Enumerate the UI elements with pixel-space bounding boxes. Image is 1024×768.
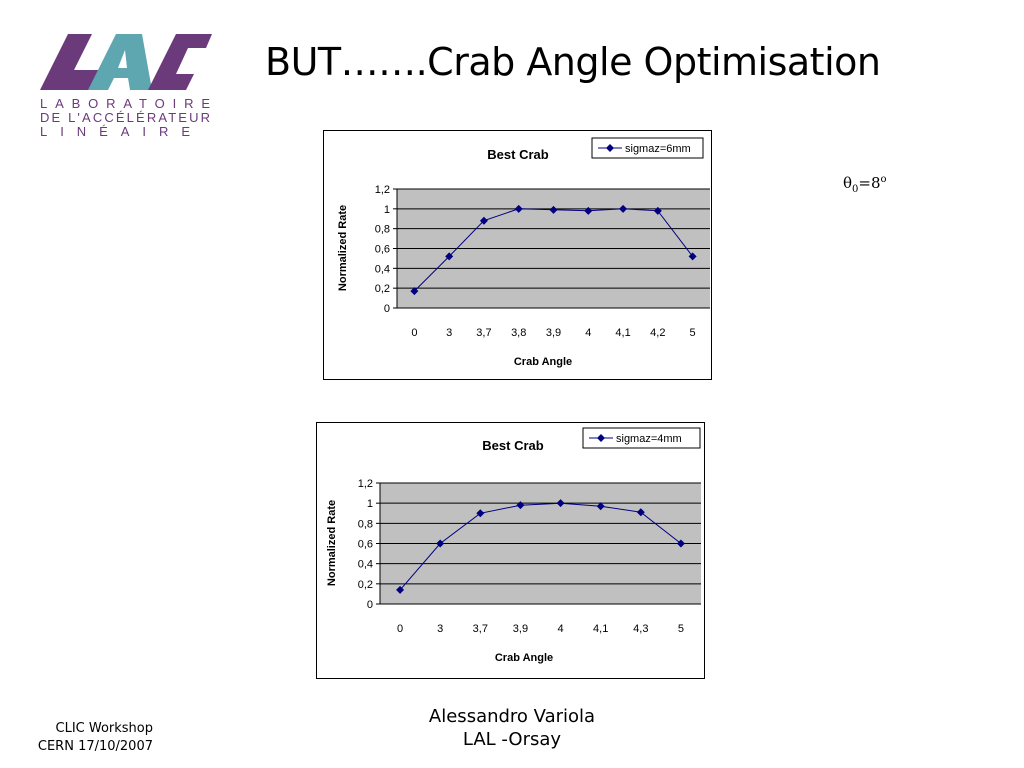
legend-box bbox=[582, 427, 701, 449]
y-tick-label: 0,6 bbox=[358, 539, 373, 551]
footer-event-date: CERN 17/10/2007 bbox=[37, 739, 153, 754]
y-tick-label: 0,2 bbox=[375, 283, 390, 295]
theta-annotation: θ0=8o bbox=[843, 174, 887, 195]
footer-author-affiliation: LAL -Orsay bbox=[462, 729, 562, 750]
x-tick-label: 4 bbox=[585, 327, 591, 339]
data-point bbox=[549, 205, 558, 214]
y-tick-label: 0 bbox=[367, 599, 373, 611]
data-point bbox=[619, 204, 628, 213]
theta-subscript: 0 bbox=[852, 184, 859, 195]
theta-value: =8 bbox=[858, 174, 881, 192]
logo-text-line1: LABORATOIRE bbox=[40, 96, 210, 111]
chart-title: Best Crab bbox=[487, 147, 548, 162]
x-tick-label: 5 bbox=[690, 327, 696, 339]
data-point bbox=[436, 539, 445, 548]
y-tick-label: 0,4 bbox=[358, 559, 373, 571]
x-tick-label: 0 bbox=[411, 327, 417, 339]
x-tick-label: 4,1 bbox=[593, 623, 608, 635]
x-tick-label: 5 bbox=[678, 623, 684, 635]
legend-label: sigmaz=4mm bbox=[616, 433, 682, 445]
y-tick-label: 0,8 bbox=[358, 518, 373, 530]
data-point bbox=[516, 501, 525, 510]
slide-title: BUT…….Crab Angle Optimisation bbox=[265, 40, 881, 84]
series-line bbox=[399, 502, 682, 591]
x-tick-label: 3,8 bbox=[511, 327, 526, 339]
y-tick-label: 0,4 bbox=[375, 263, 390, 275]
x-tick-label: 3 bbox=[437, 623, 443, 635]
chart-2-svg: Best Crab sigmaz=4mm 0 0,2 0,4 0,6 0,8 1 1,2 0 3 3,… bbox=[326, 427, 701, 664]
y-tick-label: 0,2 bbox=[358, 579, 373, 591]
data-point bbox=[514, 204, 523, 213]
y-tick-label: 1 bbox=[367, 498, 373, 510]
legend-marker bbox=[597, 434, 605, 442]
legend-box bbox=[591, 137, 704, 159]
theta-symbol: θ bbox=[843, 174, 853, 192]
legend-marker bbox=[606, 144, 614, 152]
x-tick-label: 4 bbox=[558, 623, 564, 635]
data-point bbox=[584, 206, 593, 215]
x-tick-label: 3,9 bbox=[546, 327, 561, 339]
lal-logo: LABORATOIRE DE L'ACCÉLÉRATEUR LINÉAIRE bbox=[40, 34, 212, 139]
chart-legend: sigmaz=6mm bbox=[591, 137, 704, 159]
theta-degree: o bbox=[880, 174, 887, 185]
y-tick-label: 1,2 bbox=[358, 478, 373, 490]
chart-sigmaz-6mm: Best Crab sigmaz=6mm 0 0,2 0,4 0,6 0,8 1 1,2 0 3 3,… bbox=[323, 130, 712, 380]
lal-logo-mark bbox=[40, 34, 212, 90]
y-tick-label: 0,6 bbox=[375, 244, 390, 256]
x-tick-label: 4,2 bbox=[650, 327, 665, 339]
x-axis-label: Crab Angle bbox=[514, 356, 572, 368]
data-point bbox=[653, 206, 662, 215]
logo-text-line2: DE L'ACCÉLÉRATEUR bbox=[40, 110, 210, 125]
data-point bbox=[596, 502, 605, 511]
y-axis-label: Normalized Rate bbox=[326, 500, 338, 586]
chart-sigmaz-4mm: Best Crab sigmaz=4mm 0 0,2 0,4 0,6 0,8 1 1,2 0 3 3,… bbox=[316, 422, 705, 679]
data-point bbox=[556, 499, 565, 508]
footer-author-name: Alessandro Variola bbox=[428, 706, 596, 727]
data-point bbox=[636, 508, 645, 517]
x-tick-label: 3,7 bbox=[476, 327, 491, 339]
x-axis-label: Crab Angle bbox=[495, 652, 553, 664]
y-tick-label: 0 bbox=[384, 303, 390, 315]
legend-label: sigmaz=6mm bbox=[625, 143, 691, 155]
footer-author: Alessandro Variola LAL -Orsay bbox=[412, 705, 612, 751]
y-tick-label: 1 bbox=[384, 204, 390, 216]
chart-title: Best Crab bbox=[482, 438, 543, 453]
data-point bbox=[479, 216, 488, 225]
data-point bbox=[676, 539, 685, 548]
data-point bbox=[410, 287, 419, 296]
data-point bbox=[688, 252, 697, 261]
data-point bbox=[396, 585, 405, 594]
x-tick-label: 0 bbox=[397, 623, 403, 635]
logo-text-line3: LINÉAIRE bbox=[40, 124, 190, 139]
x-tick-label: 3,7 bbox=[473, 623, 488, 635]
y-tick-label: 0,8 bbox=[375, 224, 390, 236]
x-tick-label: 3 bbox=[446, 327, 452, 339]
footer-event: CLIC Workshop CERN 17/10/2007 bbox=[20, 720, 153, 756]
y-tick-label: 1,2 bbox=[375, 184, 390, 196]
x-tick-label: 3,9 bbox=[513, 623, 528, 635]
y-axis-label: Normalized Rate bbox=[337, 205, 349, 291]
x-tick-label: 4,3 bbox=[633, 623, 648, 635]
chart-legend: sigmaz=4mm bbox=[582, 427, 701, 449]
footer-event-name: CLIC Workshop bbox=[55, 721, 154, 736]
x-tick-label: 4,1 bbox=[615, 327, 630, 339]
chart-1-svg: Best Crab sigmaz=6mm 0 0,2 0,4 0,6 0,8 1 1,2 0 3 3,… bbox=[337, 137, 710, 368]
data-point bbox=[476, 509, 485, 518]
